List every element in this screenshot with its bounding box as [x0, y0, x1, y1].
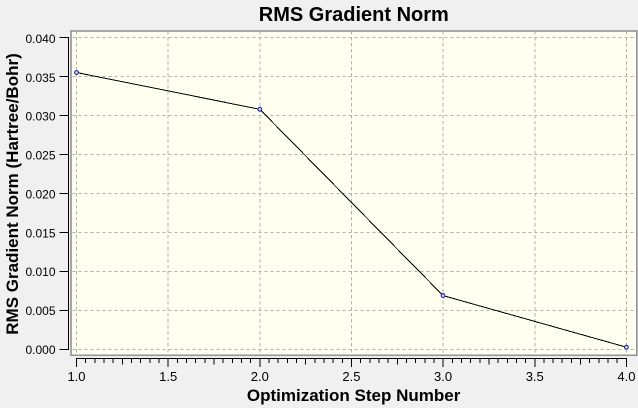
svg-text:1.0: 1.0: [67, 369, 85, 384]
svg-text:0.030: 0.030: [25, 110, 55, 124]
svg-text:0.005: 0.005: [25, 304, 55, 318]
svg-text:0.010: 0.010: [25, 265, 55, 279]
svg-text:Optimization Step Number: Optimization Step Number: [247, 386, 461, 405]
svg-text:0.040: 0.040: [25, 32, 55, 46]
svg-text:0.025: 0.025: [25, 149, 55, 163]
svg-text:0.000: 0.000: [25, 343, 55, 357]
svg-text:1.5: 1.5: [159, 369, 177, 384]
svg-text:2.5: 2.5: [342, 369, 360, 384]
svg-text:0.020: 0.020: [25, 187, 55, 201]
svg-text:4.0: 4.0: [617, 369, 635, 384]
svg-text:RMS Gradient Norm: RMS Gradient Norm: [259, 4, 449, 26]
svg-text:0.035: 0.035: [25, 71, 55, 85]
svg-text:RMS Gradient Norm (Hartree/Boh: RMS Gradient Norm (Hartree/Bohr): [3, 53, 22, 334]
svg-text:3.5: 3.5: [526, 369, 544, 384]
svg-text:0.015: 0.015: [25, 226, 55, 240]
svg-text:2.0: 2.0: [251, 369, 269, 384]
svg-text:3.0: 3.0: [434, 369, 452, 384]
